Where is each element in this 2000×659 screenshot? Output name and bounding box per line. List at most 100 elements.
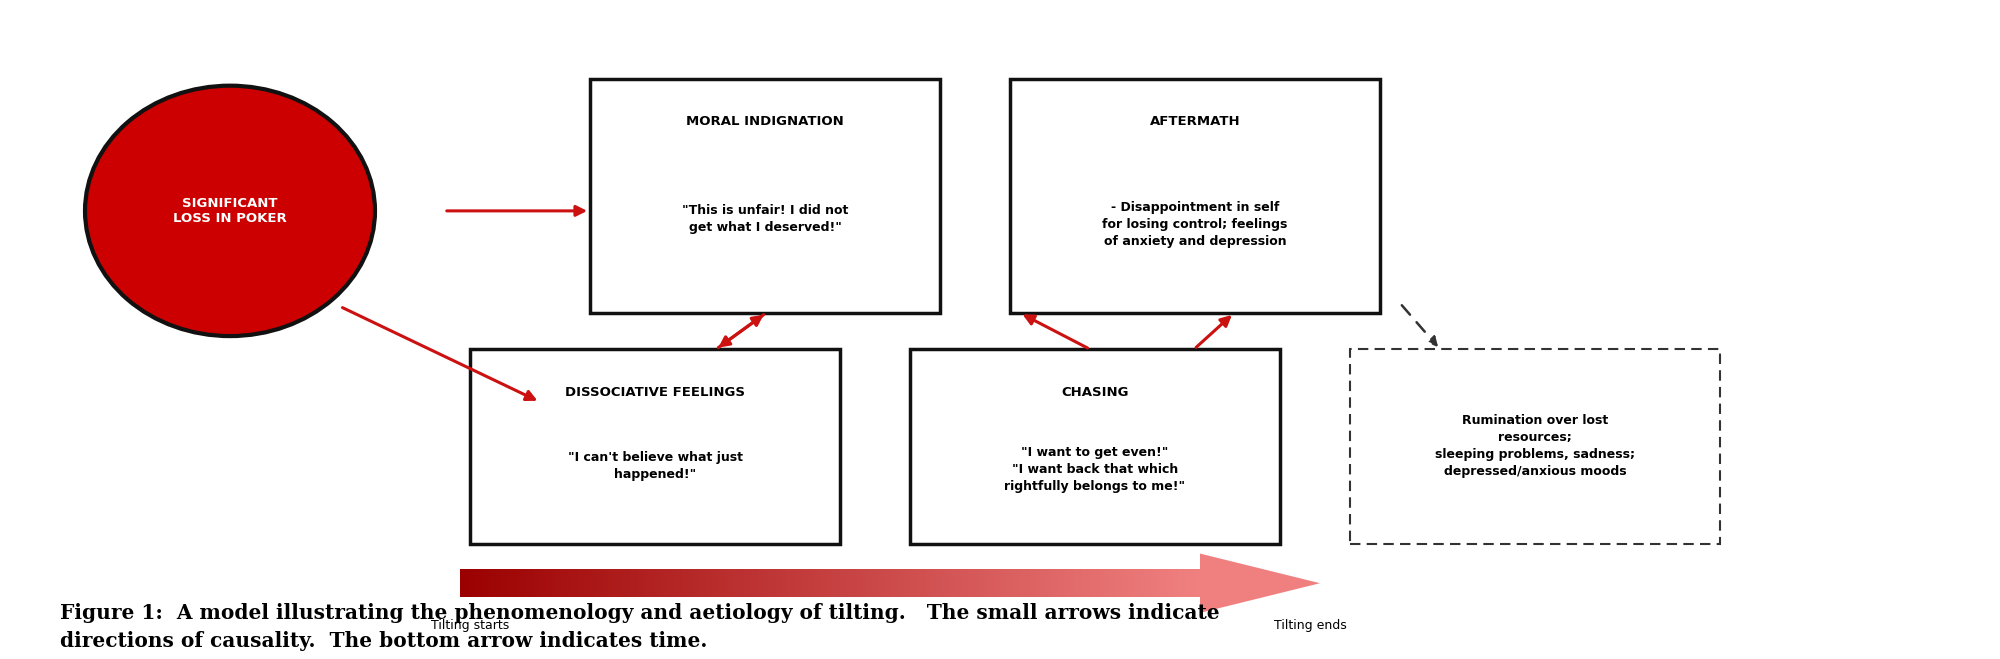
Bar: [1156, 569, 1160, 597]
Bar: [616, 569, 618, 597]
Bar: [628, 569, 632, 597]
Bar: [586, 569, 590, 597]
Bar: [558, 569, 562, 597]
Bar: [500, 569, 502, 597]
Bar: [1016, 569, 1018, 597]
Bar: [678, 569, 680, 597]
Bar: [1020, 569, 1024, 597]
Bar: [924, 569, 928, 597]
Bar: [1124, 569, 1128, 597]
Bar: [1112, 569, 1114, 597]
Bar: [1108, 569, 1112, 597]
Text: Figure 1:  A model illustrating the phenomenology and aetiology of tilting.   Th: Figure 1: A model illustrating the pheno…: [60, 603, 1220, 623]
Bar: [1044, 569, 1048, 597]
Bar: [538, 569, 542, 597]
Bar: [752, 569, 754, 597]
Bar: [620, 569, 624, 597]
Bar: [490, 569, 494, 597]
Bar: [880, 569, 882, 597]
Bar: [566, 569, 570, 597]
Bar: [1076, 569, 1080, 597]
Bar: [760, 569, 764, 597]
Bar: [794, 569, 796, 597]
Bar: [584, 569, 586, 597]
Bar: [610, 569, 614, 597]
Bar: [834, 569, 838, 597]
Bar: [758, 569, 762, 597]
Bar: [568, 569, 572, 597]
Bar: [574, 569, 576, 597]
Bar: [704, 569, 708, 597]
Bar: [664, 569, 668, 597]
Bar: [712, 569, 716, 597]
Bar: [1134, 569, 1136, 597]
Bar: [464, 569, 468, 597]
Bar: [606, 569, 608, 597]
Text: "I want to get even!"
"I want back that which
rightfully belongs to me!": "I want to get even!" "I want back that …: [1004, 446, 1186, 494]
Bar: [928, 569, 932, 597]
Bar: [886, 569, 890, 597]
Bar: [1172, 569, 1176, 597]
Bar: [1106, 569, 1110, 597]
Bar: [1060, 569, 1062, 597]
Bar: [724, 569, 728, 597]
Bar: [904, 569, 908, 597]
Bar: [738, 569, 742, 597]
Bar: [608, 569, 612, 597]
Bar: [916, 569, 920, 597]
Bar: [590, 569, 594, 597]
Bar: [1054, 569, 1058, 597]
Bar: [492, 569, 496, 597]
Bar: [484, 569, 488, 597]
Bar: [992, 569, 996, 597]
Bar: [892, 569, 896, 597]
Bar: [652, 569, 656, 597]
Bar: [680, 569, 684, 597]
Bar: [632, 569, 636, 597]
Bar: [798, 569, 802, 597]
Text: "I can't believe what just
happened!": "I can't believe what just happened!": [568, 451, 742, 481]
Bar: [1086, 569, 1090, 597]
Polygon shape: [1200, 554, 1320, 613]
Bar: [786, 569, 790, 597]
Bar: [982, 569, 986, 597]
Bar: [462, 569, 466, 597]
Bar: [556, 569, 560, 597]
Text: CHASING: CHASING: [1062, 386, 1128, 399]
Bar: [658, 569, 660, 597]
Bar: [532, 569, 536, 597]
Bar: [460, 569, 464, 597]
Bar: [694, 569, 698, 597]
Bar: [650, 569, 654, 597]
Bar: [874, 569, 878, 597]
Bar: [692, 569, 696, 597]
Bar: [956, 569, 960, 597]
Bar: [944, 569, 946, 597]
Bar: [926, 569, 930, 597]
Bar: [1114, 569, 1118, 597]
Bar: [822, 569, 826, 597]
Bar: [516, 569, 520, 597]
Bar: [894, 569, 898, 597]
Bar: [488, 569, 490, 597]
Bar: [1074, 569, 1078, 597]
Bar: [1030, 569, 1034, 597]
Bar: [468, 569, 470, 597]
Bar: [766, 569, 770, 597]
Bar: [806, 569, 808, 597]
Bar: [852, 569, 856, 597]
Bar: [990, 569, 994, 597]
Bar: [504, 569, 508, 597]
Bar: [1118, 569, 1122, 597]
Bar: [1010, 569, 1014, 597]
Bar: [862, 569, 866, 597]
Bar: [1198, 569, 1202, 597]
Text: "This is unfair! I did not
get what I deserved!": "This is unfair! I did not get what I de…: [682, 204, 848, 235]
Bar: [774, 569, 776, 597]
Bar: [1178, 569, 1182, 597]
Bar: [510, 569, 512, 597]
Bar: [976, 569, 980, 597]
Text: AFTERMATH: AFTERMATH: [1150, 115, 1240, 129]
Bar: [472, 569, 476, 597]
Bar: [840, 569, 844, 597]
